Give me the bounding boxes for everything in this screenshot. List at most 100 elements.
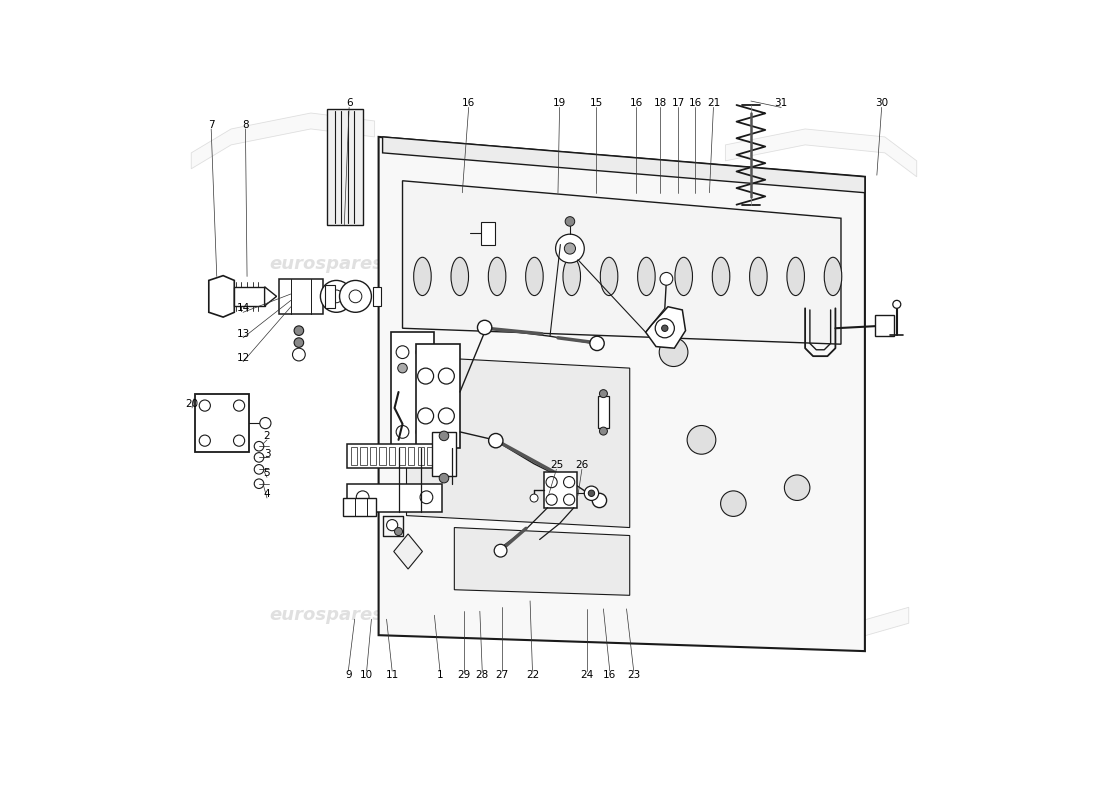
- Circle shape: [430, 452, 441, 463]
- Circle shape: [254, 479, 264, 489]
- Bar: [390, 332, 435, 464]
- Text: 28: 28: [475, 670, 488, 680]
- Circle shape: [233, 435, 244, 446]
- Text: 21: 21: [707, 98, 721, 109]
- Polygon shape: [725, 129, 916, 177]
- Text: 9: 9: [345, 670, 352, 680]
- Text: 16: 16: [462, 98, 475, 109]
- Text: eurospares: eurospares: [588, 255, 703, 274]
- Circle shape: [254, 465, 264, 474]
- Bar: [408, 447, 415, 465]
- Bar: [326, 286, 334, 307]
- Circle shape: [418, 408, 433, 424]
- Text: 16: 16: [629, 98, 642, 109]
- Bar: [346, 444, 434, 468]
- Text: 26: 26: [575, 460, 589, 470]
- Circle shape: [546, 477, 558, 488]
- Text: 22: 22: [526, 670, 539, 680]
- Text: 20: 20: [186, 399, 199, 409]
- Circle shape: [439, 408, 454, 424]
- Polygon shape: [407, 356, 629, 527]
- Circle shape: [199, 400, 210, 411]
- Ellipse shape: [824, 258, 842, 295]
- Text: 17: 17: [672, 98, 685, 109]
- Circle shape: [293, 348, 306, 361]
- Bar: [418, 447, 424, 465]
- Bar: [195, 394, 250, 452]
- Circle shape: [592, 494, 606, 508]
- Polygon shape: [454, 527, 629, 595]
- Text: 16: 16: [603, 670, 616, 680]
- Bar: [373, 286, 381, 306]
- Polygon shape: [403, 181, 842, 344]
- Text: 10: 10: [360, 670, 373, 680]
- Text: 29: 29: [458, 670, 471, 680]
- Circle shape: [340, 281, 372, 312]
- Polygon shape: [394, 534, 422, 569]
- Text: 11: 11: [385, 670, 399, 680]
- Circle shape: [588, 490, 595, 497]
- Text: eurospares: eurospares: [270, 255, 384, 274]
- Circle shape: [386, 519, 398, 530]
- Circle shape: [590, 336, 604, 350]
- Bar: [361, 447, 366, 465]
- Circle shape: [330, 290, 343, 302]
- Text: eurospares: eurospares: [588, 606, 703, 624]
- Circle shape: [556, 234, 584, 263]
- Circle shape: [439, 431, 449, 441]
- Circle shape: [418, 363, 427, 373]
- Bar: [876, 315, 894, 336]
- Ellipse shape: [786, 258, 804, 295]
- Text: 15: 15: [590, 98, 603, 109]
- Bar: [279, 279, 322, 314]
- Text: 4: 4: [264, 489, 271, 499]
- Text: 25: 25: [550, 460, 563, 470]
- Bar: [427, 447, 433, 465]
- Bar: [343, 498, 376, 515]
- Text: 7: 7: [208, 120, 214, 130]
- Circle shape: [420, 491, 432, 504]
- Text: 3: 3: [264, 450, 271, 459]
- Ellipse shape: [638, 258, 656, 295]
- Circle shape: [439, 368, 454, 384]
- Circle shape: [294, 326, 304, 335]
- Circle shape: [656, 318, 674, 338]
- Bar: [379, 447, 386, 465]
- Circle shape: [546, 494, 558, 506]
- Polygon shape: [590, 607, 909, 639]
- Bar: [543, 472, 578, 508]
- Circle shape: [563, 494, 574, 506]
- Polygon shape: [191, 113, 375, 169]
- Circle shape: [356, 491, 369, 504]
- Circle shape: [439, 474, 449, 483]
- Ellipse shape: [451, 258, 469, 295]
- Bar: [234, 286, 265, 306]
- Text: 12: 12: [236, 353, 250, 362]
- Text: 8: 8: [242, 120, 249, 130]
- Text: 24: 24: [580, 670, 593, 680]
- Bar: [432, 432, 455, 476]
- Circle shape: [564, 243, 575, 254]
- Ellipse shape: [488, 258, 506, 295]
- Circle shape: [254, 442, 264, 451]
- Text: 18: 18: [653, 98, 667, 109]
- Circle shape: [584, 486, 598, 501]
- Text: 19: 19: [553, 98, 566, 109]
- Ellipse shape: [414, 258, 431, 295]
- Circle shape: [494, 544, 507, 557]
- Circle shape: [294, 338, 304, 347]
- Circle shape: [784, 475, 810, 501]
- Circle shape: [398, 363, 407, 373]
- Text: 30: 30: [876, 98, 888, 109]
- Circle shape: [416, 426, 429, 438]
- Circle shape: [349, 290, 362, 302]
- Circle shape: [488, 434, 503, 448]
- Circle shape: [893, 300, 901, 308]
- Circle shape: [565, 217, 574, 226]
- Text: 31: 31: [774, 98, 788, 109]
- Circle shape: [254, 453, 264, 462]
- Circle shape: [530, 494, 538, 502]
- Text: 1: 1: [437, 670, 443, 680]
- Circle shape: [233, 400, 244, 411]
- Circle shape: [660, 273, 673, 285]
